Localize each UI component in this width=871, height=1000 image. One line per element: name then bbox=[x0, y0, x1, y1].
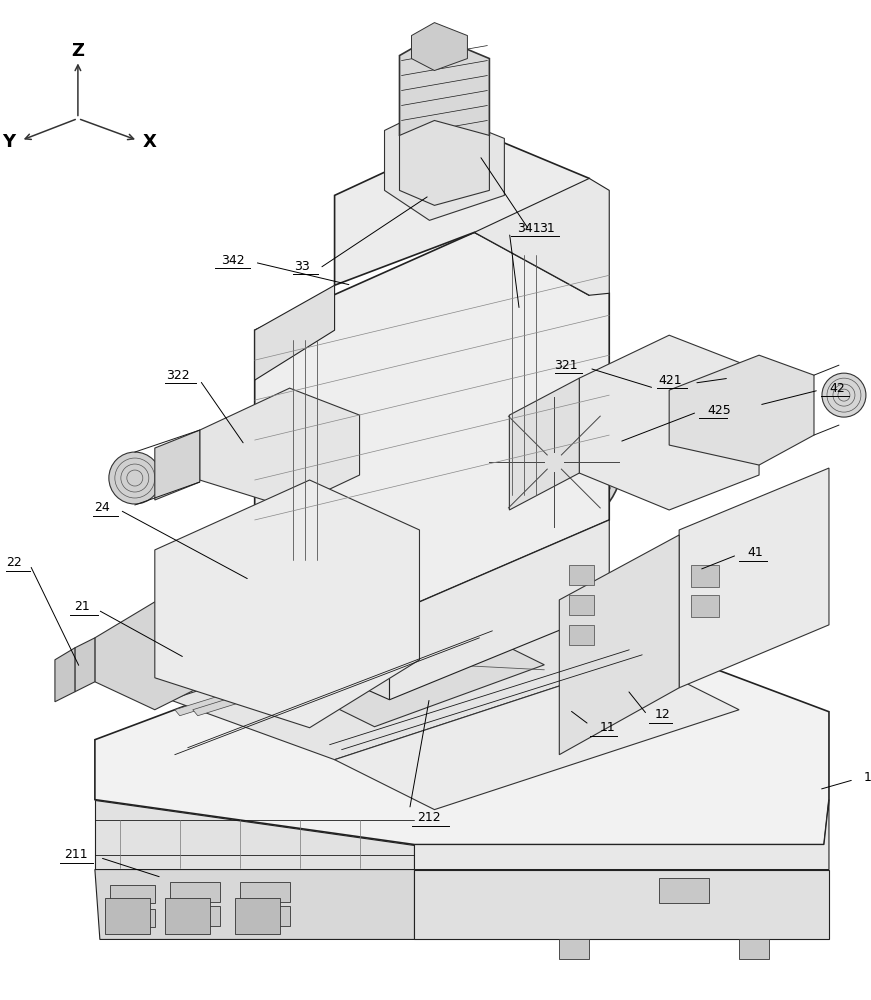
Circle shape bbox=[502, 475, 516, 489]
Text: 211: 211 bbox=[64, 848, 88, 861]
Polygon shape bbox=[384, 108, 504, 220]
Polygon shape bbox=[510, 378, 579, 510]
Polygon shape bbox=[400, 36, 490, 158]
Polygon shape bbox=[659, 878, 709, 903]
Polygon shape bbox=[570, 625, 594, 645]
Ellipse shape bbox=[267, 597, 302, 623]
Polygon shape bbox=[170, 882, 219, 902]
Polygon shape bbox=[165, 898, 210, 934]
Text: 421: 421 bbox=[658, 374, 682, 387]
Polygon shape bbox=[110, 885, 155, 903]
Polygon shape bbox=[389, 520, 609, 700]
Polygon shape bbox=[559, 939, 590, 959]
Polygon shape bbox=[175, 618, 475, 716]
Circle shape bbox=[109, 452, 161, 504]
Polygon shape bbox=[692, 595, 719, 617]
Polygon shape bbox=[400, 120, 490, 205]
Circle shape bbox=[544, 452, 564, 472]
Polygon shape bbox=[95, 602, 215, 710]
Polygon shape bbox=[170, 600, 639, 760]
Text: 21: 21 bbox=[74, 600, 90, 613]
Text: 24: 24 bbox=[94, 501, 110, 514]
Polygon shape bbox=[415, 870, 829, 939]
Polygon shape bbox=[192, 618, 492, 716]
Polygon shape bbox=[234, 898, 280, 934]
Polygon shape bbox=[254, 285, 334, 380]
Text: 41: 41 bbox=[747, 546, 763, 559]
Text: 342: 342 bbox=[221, 254, 245, 267]
Polygon shape bbox=[669, 355, 814, 465]
Polygon shape bbox=[199, 388, 360, 508]
Polygon shape bbox=[309, 633, 544, 727]
Polygon shape bbox=[679, 468, 829, 688]
Polygon shape bbox=[334, 130, 590, 295]
Polygon shape bbox=[415, 800, 829, 870]
Text: 322: 322 bbox=[166, 369, 190, 382]
Polygon shape bbox=[105, 898, 150, 934]
Text: Z: Z bbox=[71, 42, 84, 60]
Circle shape bbox=[486, 394, 622, 530]
Circle shape bbox=[593, 436, 607, 450]
Polygon shape bbox=[75, 638, 95, 692]
Polygon shape bbox=[475, 178, 609, 295]
Polygon shape bbox=[559, 535, 679, 755]
Text: X: X bbox=[143, 133, 157, 151]
Polygon shape bbox=[155, 430, 199, 500]
Polygon shape bbox=[95, 870, 415, 939]
Text: Y: Y bbox=[3, 133, 16, 151]
Polygon shape bbox=[411, 23, 468, 71]
Circle shape bbox=[529, 501, 543, 515]
Text: 11: 11 bbox=[599, 721, 615, 734]
Polygon shape bbox=[254, 232, 609, 615]
Text: 1: 1 bbox=[864, 771, 871, 784]
Polygon shape bbox=[692, 565, 719, 587]
Polygon shape bbox=[254, 550, 389, 700]
Circle shape bbox=[594, 474, 608, 488]
Circle shape bbox=[501, 436, 515, 450]
Text: 212: 212 bbox=[417, 811, 441, 824]
Text: 33: 33 bbox=[294, 260, 309, 273]
Polygon shape bbox=[579, 335, 759, 510]
Polygon shape bbox=[170, 906, 219, 926]
Polygon shape bbox=[55, 648, 75, 702]
Polygon shape bbox=[240, 906, 290, 926]
Text: 321: 321 bbox=[554, 359, 577, 372]
Text: 42: 42 bbox=[829, 382, 845, 395]
Circle shape bbox=[822, 373, 866, 417]
Circle shape bbox=[566, 409, 580, 423]
Polygon shape bbox=[110, 909, 155, 927]
Polygon shape bbox=[570, 565, 594, 585]
Polygon shape bbox=[739, 939, 769, 959]
Text: 22: 22 bbox=[6, 556, 22, 569]
Polygon shape bbox=[95, 800, 415, 870]
Polygon shape bbox=[215, 615, 309, 658]
Polygon shape bbox=[155, 480, 420, 728]
Polygon shape bbox=[240, 882, 290, 902]
Text: 341: 341 bbox=[517, 222, 541, 235]
Text: 12: 12 bbox=[654, 708, 670, 721]
Text: 31: 31 bbox=[539, 222, 555, 235]
Polygon shape bbox=[334, 660, 739, 810]
Circle shape bbox=[528, 409, 542, 423]
Circle shape bbox=[567, 501, 581, 515]
Polygon shape bbox=[95, 588, 829, 845]
Polygon shape bbox=[570, 595, 594, 615]
Text: 425: 425 bbox=[707, 404, 731, 417]
